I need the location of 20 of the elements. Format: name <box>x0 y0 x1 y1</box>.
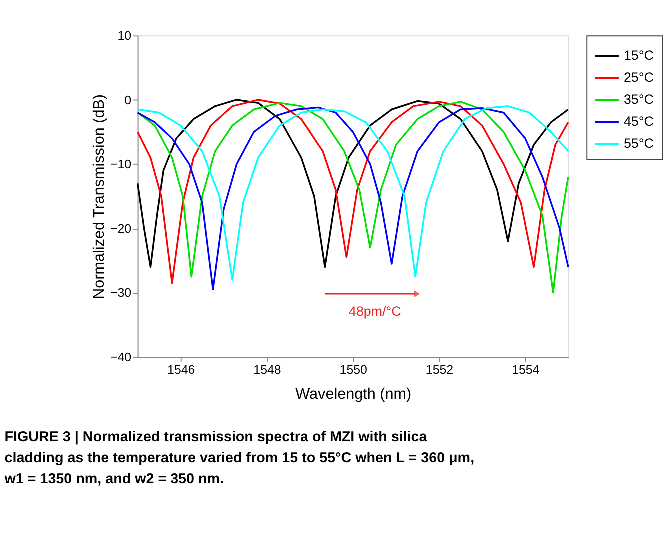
x-axis-title: Wavelength (nm) <box>296 386 412 403</box>
legend-label: 55°C <box>624 136 654 152</box>
y-tick-label: −10 <box>110 158 132 172</box>
x-tick-label: 1554 <box>512 362 540 377</box>
y-tick-label: −40 <box>110 350 132 365</box>
y-tick-label: −30 <box>110 286 132 300</box>
legend-label: 15°C <box>624 48 654 64</box>
y-axis-title: Normalized Transmission (dB) <box>90 94 108 300</box>
legend-label: 45°C <box>624 114 654 130</box>
y-tick-label: 10 <box>118 28 132 43</box>
legend-label: 35°C <box>624 92 654 108</box>
x-tick-label: 1548 <box>254 362 282 377</box>
legend-label: 25°C <box>624 70 654 86</box>
caption: FIGURE 3 | Normalized transmission spectra of MZI with silica cladding as the temperature varied from 15 to 55°C when L = 360 μm, w1 = 1350 nm, and w2 = 350 nm. <box>4 429 475 488</box>
y-tick-label: −20 <box>110 222 132 236</box>
y-tick-label: 0 <box>124 93 132 108</box>
x-tick-label: 1546 <box>168 362 196 377</box>
annotation: 48pm/°C <box>349 304 402 320</box>
x-tick-label: 1552 <box>426 362 454 377</box>
x-tick-label: 1550 <box>340 362 368 377</box>
